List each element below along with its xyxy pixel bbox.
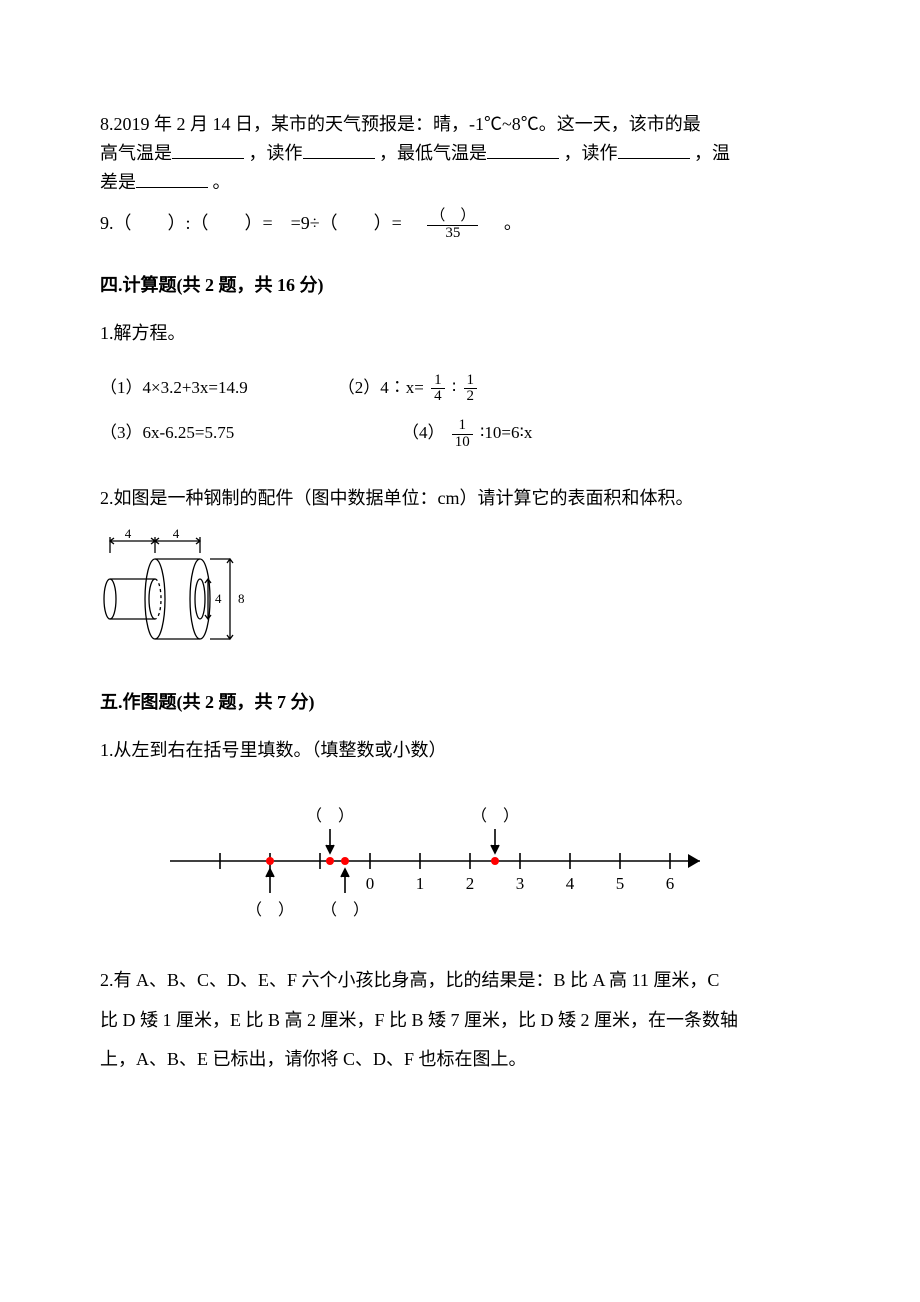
dim-label: 8 [238,591,245,606]
sec4-q1: 1.解方程。 [100,316,820,350]
fraction: 1 4 [431,373,445,406]
q2-line: 2.有 A、B、C、D、E、F 六个小孩比身高，比的结果是：B 比 A 高 11… [100,961,820,1001]
dim-label: 4 [215,591,222,606]
blank [618,139,690,159]
fraction-denominator: 35 [427,225,478,242]
equation-4: （4） 1 10 ∶10=6∶x [402,417,532,450]
blank [136,168,208,188]
number-line-point [266,857,274,865]
tick-label: 4 [566,874,575,893]
equation-3: （3）6x-6.25=5.75 [100,417,312,450]
q8-text: 高气温是 [100,143,172,163]
tick-label: 0 [366,874,375,893]
q8-text: ，最低气温是 [379,143,487,163]
fraction: 1 2 [464,373,478,406]
dim-label: 4 [173,529,180,541]
blank [303,139,375,159]
tick-label: 3 [516,874,525,893]
section-5-title: 五.作图题(共 2 题，共 7 分) [100,685,820,719]
fraction-numerator: 1 [431,373,445,389]
paren-blank: （ ） [306,807,354,825]
tick-label: 5 [616,874,625,893]
fraction: 1 10 [452,418,473,451]
q8-text: ，温 [694,143,730,163]
dim-label: 4 [125,529,132,541]
q9-text: 9.（ ）:（ ）= =9÷（ ）= [100,213,420,233]
paren-blank: （ ） [321,901,369,919]
q9-text: 。 [486,213,522,233]
fraction-numerator: （ ） [427,209,478,225]
blank [172,139,244,159]
q2-line: 比 D 矮 1 厘米，E 比 B 高 2 厘米，F 比 B 矮 7 厘米，比 D… [100,1001,820,1041]
q2-line: 上，A、B、E 已标出，请你将 C、D、F 也标在图上。 [100,1040,820,1080]
sec4-q2: 2.如图是一种钢制的配件（图中数据单位：cm）请计算它的表面积和体积。 [100,481,820,515]
cylinder-figure: 4 4 4 8 [100,529,820,659]
q8-text: 差是 [100,172,136,192]
paren-blank: （ ） [471,807,519,825]
fraction-numerator: 1 [464,373,478,389]
eq-text: ∶10=6∶x [480,423,532,442]
number-line-point [491,857,499,865]
equation-1: （1）4×3.2+3x=14.9 [100,372,248,405]
blank [487,139,559,159]
q8-line2: 高气温是 ，读作 ，最低气温是 ，读作 ，温 [100,139,820,168]
eq-text: （2）4∶x= [338,378,424,397]
tick-label: 1 [416,874,425,893]
number-line-figure: 0 1 2 3 4 5 6 （ ） （ ） （ ） （ ） [160,791,820,931]
fraction-denominator: 2 [464,388,478,405]
eq-text: （4） [402,423,445,442]
equation-block: （1）4×3.2+3x=14.9 （2）4∶x= 1 4 ∶ 1 2 （3）6x… [100,372,820,451]
equation-2: （2）4∶x= 1 4 ∶ 1 2 [338,372,480,405]
paren-blank: （ ） [246,901,294,919]
question-8: 8.2019 年 2 月 14 日，某市的天气预报是：晴，-1℃~8℃。这一天，… [100,110,820,196]
tick-label: 2 [466,874,475,893]
eq-text: ∶ [452,378,461,397]
q8-line3: 差是 。 [100,168,820,197]
sec5-q1: 1.从左到右在括号里填数。（填整数或小数） [100,733,820,767]
q8-text: 。 [213,172,231,192]
q8-text: ，读作 [564,143,618,163]
fraction-denominator: 4 [431,388,445,405]
number-line-point [341,857,349,865]
sec5-q2: 2.有 A、B、C、D、E、F 六个小孩比身高，比的结果是：B 比 A 高 11… [100,961,820,1080]
question-9: 9.（ ）:（ ）= =9÷（ ）= （ ） 35 。 [100,206,820,241]
section-4-title: 四.计算题(共 2 题，共 16 分) [100,268,820,302]
fraction-numerator: 1 [452,418,473,434]
fraction: （ ） 35 [427,209,478,242]
q8-line1: 8.2019 年 2 月 14 日，某市的天气预报是：晴，-1℃~8℃。这一天，… [100,110,820,139]
tick-label: 6 [666,874,675,893]
fraction-denominator: 10 [452,434,473,451]
q8-text: ，读作 [249,143,303,163]
number-line-point [326,857,334,865]
